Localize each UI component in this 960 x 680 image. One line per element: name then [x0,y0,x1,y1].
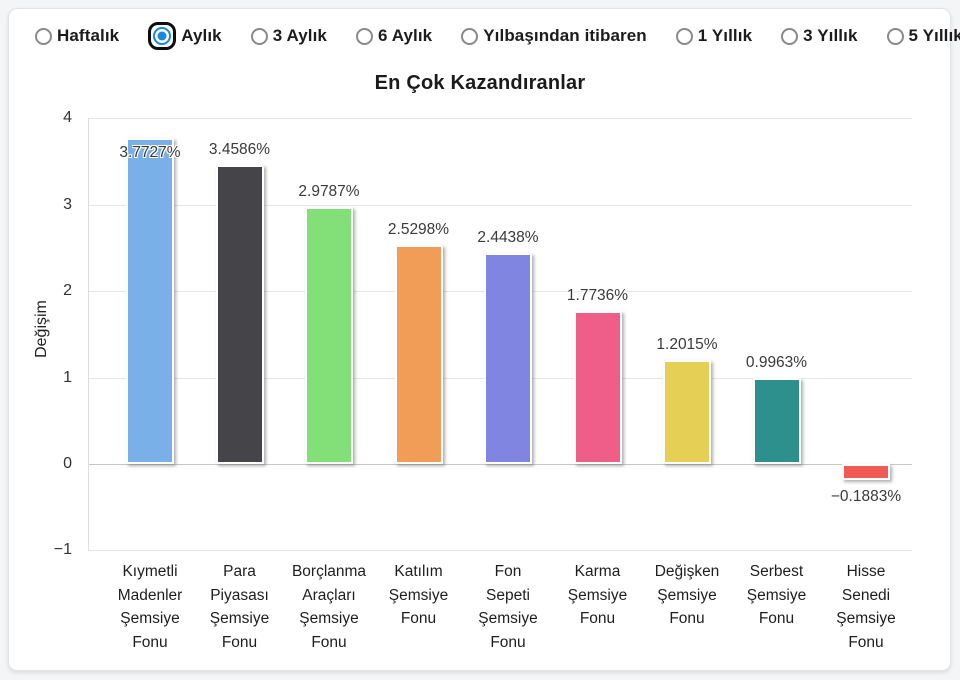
bar-kiymetli-madenler-semsiye-fonu[interactable] [126,138,174,464]
bar-karma-semsiye-fonu[interactable] [573,310,622,464]
radio-label: 3 Aylık [272,26,327,45]
y-tick-label: 0 [63,455,72,472]
x-axis-category-label: Kıymetli Madenler Şemsiye Fonu [117,563,183,651]
radio-icon[interactable] [781,27,799,45]
period-option-yilbasindan-itibaren[interactable]: Yılbaşından itibaren [461,26,647,46]
bar-value-label: 2.5298% [387,221,450,239]
radio-icon[interactable] [886,27,904,45]
bar-value-label: −0.1883% [830,488,902,506]
bar-value-label: 3.4586% [208,141,271,159]
x-axis-category-label: Değişken Şemsiye Fonu [654,563,720,627]
x-axis-category-label: Hisse Senedi Şemsiye Fonu [836,563,896,651]
bar-borclanma-araclari-semsiye-fonu[interactable] [305,206,353,464]
bar-value-label: 1.7736% [566,286,629,304]
period-selector: Haftalık Aylık 3 Aylık 6 Aylık Yılbaşından i… [35,20,960,52]
y-tick-label: −1 [53,541,72,559]
period-option-3-aylik[interactable]: 3 Aylık [250,26,327,46]
x-axis-category-label: Para Piyasası Şemsiye Fonu [209,563,270,651]
y-axis-line [88,118,89,551]
radio-label: 6 Aylık [377,26,433,45]
y-tick-label: 4 [63,109,72,127]
radio-label: Haftalık [57,26,120,45]
y-tick-label: 3 [63,195,72,213]
bar-katilim-semsiye-fonu[interactable] [394,245,443,464]
radio-icon[interactable] [355,27,373,45]
bar-value-label: 3.7727% [119,144,181,161]
x-axis-category-label: Karma Şemsiye Fonu [567,563,628,627]
radio-icon[interactable] [35,27,52,45]
gridline [88,550,912,552]
radio-label: 1 Yıllık [697,26,753,45]
radio-icon[interactable] [250,27,268,45]
period-option-6-aylik[interactable]: 6 Aylık [355,26,433,46]
bar-value-label: 2.4438% [477,228,539,246]
bar-value-label: 0.9963% [745,353,808,371]
period-option-5-yillik[interactable]: 5 Yıllık [886,26,960,46]
radio-label: 3 Yıllık [803,26,858,45]
bar-degisken-semsiye-fonu[interactable] [663,360,711,464]
bar-value-label: 1.2015% [656,336,718,354]
bar-value-label: 2.9787% [298,182,360,200]
bar-serbest-semsiye-fonu[interactable] [752,377,801,464]
x-axis-category-label: Fon Sepeti Şemsiye Fonu [478,563,538,651]
bar-fon-sepeti-semsiye-fonu[interactable] [484,252,532,464]
gridline [88,118,912,120]
y-tick-label: 2 [63,282,72,300]
chart-title: En Çok Kazandıranlar [374,72,586,94]
x-axis-category-label: Katılım Şemsiye Fonu [388,563,449,627]
radio-icon[interactable] [675,27,693,45]
x-axis-category-label: Borçlanma Araçları Şemsiye Fonu [291,563,367,651]
radio-focus-ring [148,22,177,50]
radio-selected-icon[interactable] [153,27,172,45]
period-option-1-yillik[interactable]: 1 Yıllık [675,26,753,46]
x-axis-category-label: Serbest Şemsiye Fonu [746,563,807,627]
y-tick-label: 1 [63,368,72,386]
radio-label: Aylık [181,26,222,45]
radio-icon[interactable] [461,27,479,45]
radio-label: Yılbaşından itibaren [483,26,647,45]
period-option-haftalik[interactable]: Haftalık [35,26,119,46]
bar-hisse-senedi-semsiye-fonu[interactable] [842,464,890,481]
radio-label: 5 Yıllık [908,26,960,45]
period-option-3-yillik[interactable]: 3 Yıllık [781,26,857,46]
zero-gridline [88,464,912,465]
bar-para-piyasasi-semsiye-fonu[interactable] [215,165,264,464]
period-option-aylik[interactable]: Aylık [148,22,222,50]
gridline [88,204,912,206]
